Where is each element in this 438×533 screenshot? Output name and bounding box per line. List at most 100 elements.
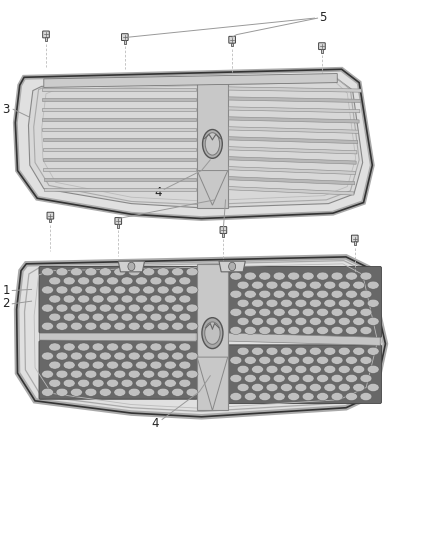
- Ellipse shape: [157, 286, 169, 294]
- Ellipse shape: [63, 343, 75, 351]
- Ellipse shape: [367, 300, 379, 307]
- Ellipse shape: [172, 304, 184, 312]
- Polygon shape: [42, 108, 196, 111]
- Ellipse shape: [251, 348, 264, 355]
- Polygon shape: [229, 167, 355, 174]
- Ellipse shape: [302, 392, 314, 401]
- Circle shape: [128, 262, 135, 271]
- Ellipse shape: [71, 370, 82, 378]
- Polygon shape: [197, 79, 228, 208]
- Ellipse shape: [244, 326, 256, 335]
- Ellipse shape: [121, 343, 133, 351]
- Ellipse shape: [56, 388, 68, 397]
- Ellipse shape: [353, 300, 365, 307]
- Ellipse shape: [295, 317, 307, 325]
- Polygon shape: [219, 261, 245, 272]
- Ellipse shape: [179, 379, 191, 387]
- Ellipse shape: [331, 326, 343, 335]
- Ellipse shape: [244, 374, 256, 383]
- Ellipse shape: [92, 343, 104, 351]
- Ellipse shape: [309, 281, 321, 289]
- Ellipse shape: [309, 300, 321, 307]
- Ellipse shape: [106, 313, 119, 321]
- Ellipse shape: [259, 374, 271, 383]
- Ellipse shape: [92, 295, 104, 303]
- Ellipse shape: [135, 313, 148, 321]
- Ellipse shape: [164, 343, 177, 351]
- Ellipse shape: [288, 374, 300, 383]
- Ellipse shape: [128, 352, 140, 360]
- Ellipse shape: [157, 388, 169, 397]
- Ellipse shape: [273, 290, 285, 298]
- Ellipse shape: [157, 370, 169, 378]
- Polygon shape: [229, 136, 357, 144]
- Polygon shape: [44, 188, 196, 191]
- Polygon shape: [28, 79, 363, 208]
- Polygon shape: [42, 98, 196, 101]
- Ellipse shape: [251, 317, 264, 325]
- Ellipse shape: [230, 326, 242, 335]
- FancyBboxPatch shape: [47, 212, 54, 219]
- Ellipse shape: [309, 366, 321, 373]
- Text: 2: 2: [2, 297, 10, 310]
- Ellipse shape: [237, 384, 249, 391]
- Ellipse shape: [205, 133, 219, 155]
- Ellipse shape: [302, 374, 314, 383]
- Ellipse shape: [71, 322, 82, 330]
- Ellipse shape: [92, 379, 104, 387]
- Ellipse shape: [172, 268, 184, 276]
- Ellipse shape: [150, 379, 162, 387]
- FancyBboxPatch shape: [42, 31, 49, 38]
- Ellipse shape: [244, 290, 256, 298]
- Ellipse shape: [302, 326, 314, 335]
- Ellipse shape: [324, 348, 336, 355]
- Ellipse shape: [237, 366, 249, 373]
- Ellipse shape: [280, 300, 293, 307]
- Ellipse shape: [172, 388, 184, 397]
- Ellipse shape: [360, 326, 372, 335]
- Ellipse shape: [244, 272, 256, 280]
- Ellipse shape: [164, 313, 177, 321]
- Text: 3: 3: [2, 103, 10, 116]
- Ellipse shape: [280, 384, 293, 391]
- Ellipse shape: [150, 313, 162, 321]
- Polygon shape: [231, 43, 233, 46]
- Ellipse shape: [164, 277, 177, 285]
- Ellipse shape: [353, 317, 365, 325]
- Polygon shape: [229, 87, 361, 92]
- Ellipse shape: [42, 268, 53, 276]
- Polygon shape: [42, 138, 196, 141]
- Polygon shape: [229, 107, 360, 113]
- Ellipse shape: [56, 352, 68, 360]
- Ellipse shape: [78, 379, 90, 387]
- Text: 1: 1: [2, 284, 10, 297]
- Ellipse shape: [237, 348, 249, 355]
- Ellipse shape: [273, 392, 285, 401]
- Ellipse shape: [42, 352, 53, 360]
- Polygon shape: [39, 333, 196, 341]
- Ellipse shape: [317, 290, 328, 298]
- Ellipse shape: [78, 295, 90, 303]
- Ellipse shape: [121, 295, 133, 303]
- Ellipse shape: [346, 356, 357, 365]
- Ellipse shape: [288, 326, 300, 335]
- Ellipse shape: [150, 277, 162, 285]
- FancyBboxPatch shape: [227, 266, 381, 337]
- Ellipse shape: [179, 295, 191, 303]
- Polygon shape: [229, 147, 357, 154]
- Ellipse shape: [288, 290, 300, 298]
- Ellipse shape: [331, 392, 343, 401]
- Ellipse shape: [56, 322, 68, 330]
- Ellipse shape: [143, 268, 155, 276]
- Ellipse shape: [143, 388, 155, 397]
- Ellipse shape: [71, 352, 82, 360]
- Ellipse shape: [324, 281, 336, 289]
- Ellipse shape: [92, 277, 104, 285]
- Ellipse shape: [266, 384, 278, 391]
- Ellipse shape: [114, 304, 126, 312]
- Ellipse shape: [288, 356, 300, 365]
- Ellipse shape: [49, 343, 61, 351]
- Ellipse shape: [331, 290, 343, 298]
- Polygon shape: [44, 177, 196, 181]
- Ellipse shape: [331, 356, 343, 365]
